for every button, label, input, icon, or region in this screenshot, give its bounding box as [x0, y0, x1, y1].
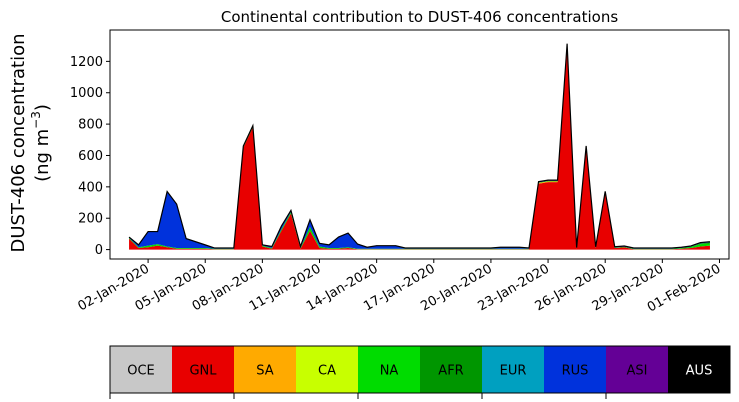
- legend-swatch-gnl: [172, 346, 235, 393]
- area-series-na: [129, 44, 710, 250]
- y-tick-label: 1000: [70, 86, 103, 101]
- legend-label-eur: EUR: [500, 364, 527, 379]
- legend-label-oce: OCE: [127, 364, 155, 379]
- y-tick-label: 0: [95, 243, 103, 258]
- y-axis-label-line1: DUST-406 concentration: [8, 33, 29, 252]
- y-axis-label-unit-exponent: −3: [29, 111, 43, 129]
- area-series-eur: [129, 44, 710, 249]
- y-axis-ticks: 0 200 400 600 800 1000 1200: [70, 55, 110, 258]
- legend-swatch-afr: [420, 346, 483, 393]
- area-series-aus: [129, 43, 710, 249]
- area-series-gnl: [129, 45, 710, 250]
- y-tick-label: 800: [78, 118, 103, 133]
- legend-colorbar: OCE GNL SA CA NA AFR EUR RUS ASI AUS: [109, 345, 731, 399]
- y-axis-label: DUST-406 concentration (ng m−3): [8, 33, 53, 252]
- y-tick-label: 200: [78, 212, 103, 227]
- y-tick-label: 1200: [70, 55, 103, 70]
- x-axis-ticks: 02-Jan-202005-Jan-202008-Jan-202011-Jan-…: [75, 259, 723, 315]
- area-series-ca: [129, 44, 710, 250]
- legend-swatch-eur: [482, 346, 545, 393]
- total-outline: [128, 43, 710, 249]
- area-series-afr: [129, 44, 710, 249]
- legend-label-gnl: GNL: [189, 364, 217, 379]
- legend-swatch-aus: [668, 346, 731, 393]
- legend-swatch-na: [358, 346, 421, 393]
- chart-title: Continental contribution to DUST-406 con…: [221, 8, 618, 26]
- legend-label-aus: AUS: [686, 364, 713, 379]
- legend-swatch-asi: [606, 346, 669, 393]
- legend-label-sa: SA: [256, 364, 273, 379]
- plot-areas: [128, 43, 710, 250]
- legend-swatch-sa: [234, 346, 297, 393]
- legend-label-rus: RUS: [562, 364, 589, 379]
- y-axis-label-line2: (ng m−3): [29, 104, 53, 182]
- area-series-asi: [129, 43, 710, 249]
- legend-swatch-rus: [544, 346, 607, 393]
- y-tick-label: 400: [78, 180, 103, 195]
- y-axis-label-unit-close: ): [32, 104, 53, 111]
- y-tick-label: 600: [78, 149, 103, 164]
- area-series-rus: [129, 43, 710, 249]
- legend-label-ca: CA: [318, 364, 336, 379]
- area-series-sa: [129, 44, 710, 250]
- legend-label-na: NA: [380, 364, 399, 379]
- legend-swatch-oce: [110, 346, 173, 393]
- legend-swatch-ca: [296, 346, 359, 393]
- legend-label-afr: AFR: [438, 364, 463, 379]
- legend-frame: [109, 345, 731, 394]
- plot-frame: [109, 29, 730, 260]
- legend-label-asi: ASI: [627, 364, 648, 379]
- y-axis-label-unit: (ng m: [32, 129, 53, 182]
